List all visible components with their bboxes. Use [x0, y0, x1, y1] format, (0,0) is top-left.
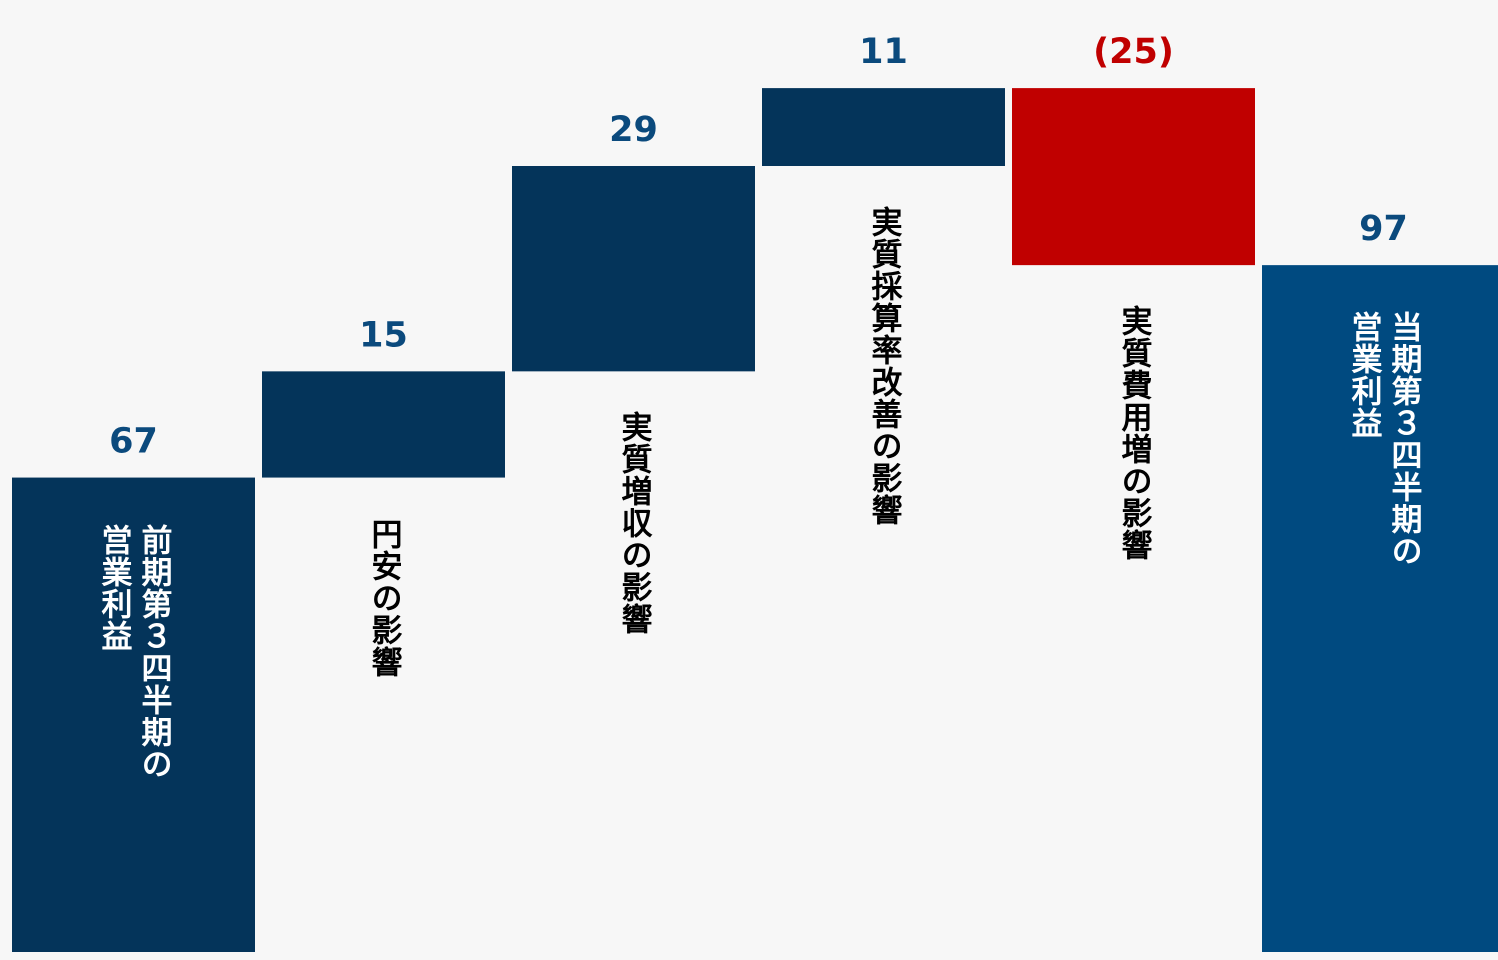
- bar-4: [762, 88, 1005, 166]
- category-label-3: 実質増収の影響: [615, 411, 652, 636]
- data-label-3: 29: [609, 110, 658, 150]
- data-label-4: 11: [859, 32, 908, 72]
- bar-3: [512, 166, 755, 372]
- category-label-4: 実質採算率改善の影響: [865, 206, 902, 526]
- category-label-1: 前期第３四半期の 営業利益: [95, 523, 172, 780]
- category-label-2: 円安の影響: [365, 517, 402, 678]
- bar-1: [12, 477, 255, 952]
- data-label-5: (25): [1093, 32, 1174, 72]
- data-label-1: 67: [109, 422, 158, 462]
- data-label-6: 97: [1359, 209, 1408, 249]
- bar-6: [1262, 265, 1498, 952]
- bar-2: [262, 371, 505, 478]
- category-label-5: 実質費用増の影響: [1115, 305, 1152, 562]
- category-label-6: 当期第３四半期の 営業利益: [1345, 311, 1422, 568]
- data-label-2: 15: [359, 315, 408, 355]
- bar-5: [1012, 88, 1255, 266]
